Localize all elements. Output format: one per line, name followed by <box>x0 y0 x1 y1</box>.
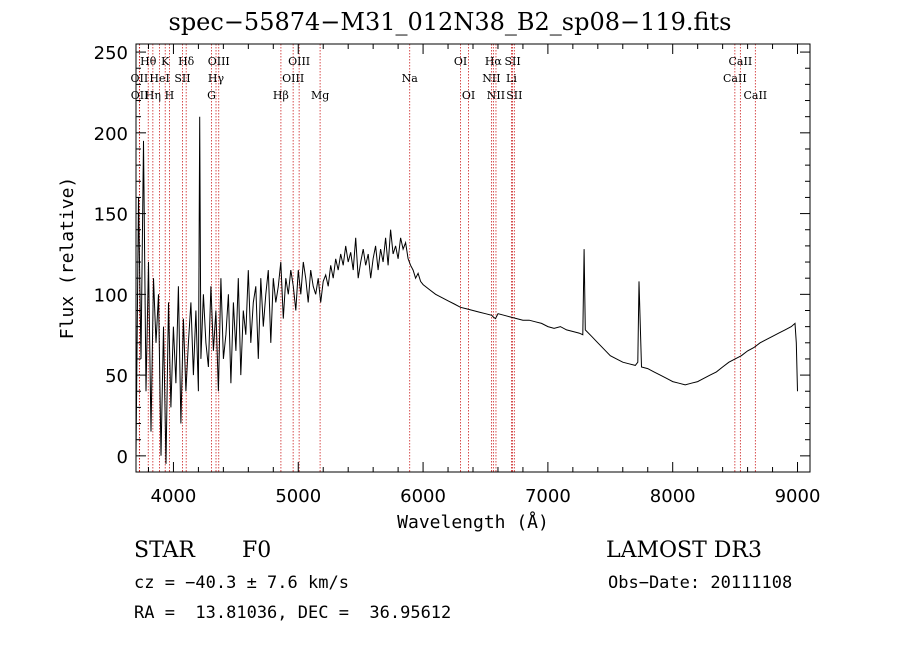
line-label-2: OII <box>131 89 149 102</box>
y-tick-label-250: 250 <box>94 43 128 64</box>
survey-label: LAMOST DR3 <box>606 538 762 563</box>
y-tick-label-200: 200 <box>94 124 128 145</box>
tick-labels: 4000 5000 6000 7000 8000 9000 0 50 100 150 200 250 <box>94 43 821 507</box>
line-label-4: HeI <box>149 72 169 85</box>
line-label-27: CaII <box>743 89 767 102</box>
spectrum-line <box>135 116 798 464</box>
line-label-7: SII <box>174 72 190 85</box>
line-label-23: Li <box>506 72 517 85</box>
subclass-label: F0 <box>242 538 272 563</box>
line-markers <box>138 44 756 472</box>
line-label-1: OII <box>131 72 149 85</box>
line-label-0: Hθ <box>140 55 157 68</box>
line-label-22: SII <box>504 55 520 68</box>
line-label-16: Na <box>402 72 419 85</box>
line-label-25: CaII <box>729 55 753 68</box>
x-axis-label: Wavelength (Å) <box>397 511 549 533</box>
y-tick-label-100: 100 <box>94 285 128 306</box>
x-tick-label-6000: 6000 <box>400 486 446 507</box>
line-label-11: G <box>207 89 216 102</box>
line-label-14: OIII <box>288 55 310 68</box>
line-label-26: CaII <box>723 72 747 85</box>
axis-ticks <box>136 44 810 472</box>
line-label-3: Hη <box>145 89 161 102</box>
y-tick-label-150: 150 <box>94 205 128 226</box>
line-label-21: NII <box>487 89 505 102</box>
x-tick-label-9000: 9000 <box>775 486 821 507</box>
spectrum-series <box>135 116 798 464</box>
class-label: STAR <box>134 538 195 563</box>
x-tick-label-4000: 4000 <box>151 486 197 507</box>
line-label-10: Hγ <box>208 72 225 85</box>
line-label-19: Hα <box>485 55 503 68</box>
line-label-5: K <box>161 55 170 68</box>
plot-frame <box>135 43 811 473</box>
x-tick-label-5000: 5000 <box>275 486 321 507</box>
line-label-24: SII <box>506 89 522 102</box>
line-label-6: H <box>165 89 175 102</box>
line-label-9: OIII <box>208 55 230 68</box>
y-axis-label: Flux (relative) <box>57 177 78 340</box>
obs-date-label: Obs−Date: 20111108 <box>608 573 793 593</box>
redshift-label: cz = −40.3 ± 7.6 km/s <box>134 573 349 593</box>
line-label-8: Hδ <box>178 55 195 68</box>
chart-title: spec−55874−M31_012N38_B2_sp08−119.fits <box>168 8 732 36</box>
y-tick-label-50: 50 <box>105 366 128 387</box>
line-label-20: NII <box>482 72 500 85</box>
x-tick-label-8000: 8000 <box>650 486 696 507</box>
x-tick-label-7000: 7000 <box>525 486 571 507</box>
coords-label: RA = 13.81036, DEC = 36.95612 <box>134 603 452 623</box>
y-tick-label-0: 0 <box>117 447 128 468</box>
line-label-18: OI <box>462 89 475 102</box>
line-label-17: OI <box>454 55 467 68</box>
line-label-13: OIII <box>282 72 304 85</box>
line-label-12: Hβ <box>273 89 289 102</box>
line-label-15: Mg <box>311 89 329 102</box>
